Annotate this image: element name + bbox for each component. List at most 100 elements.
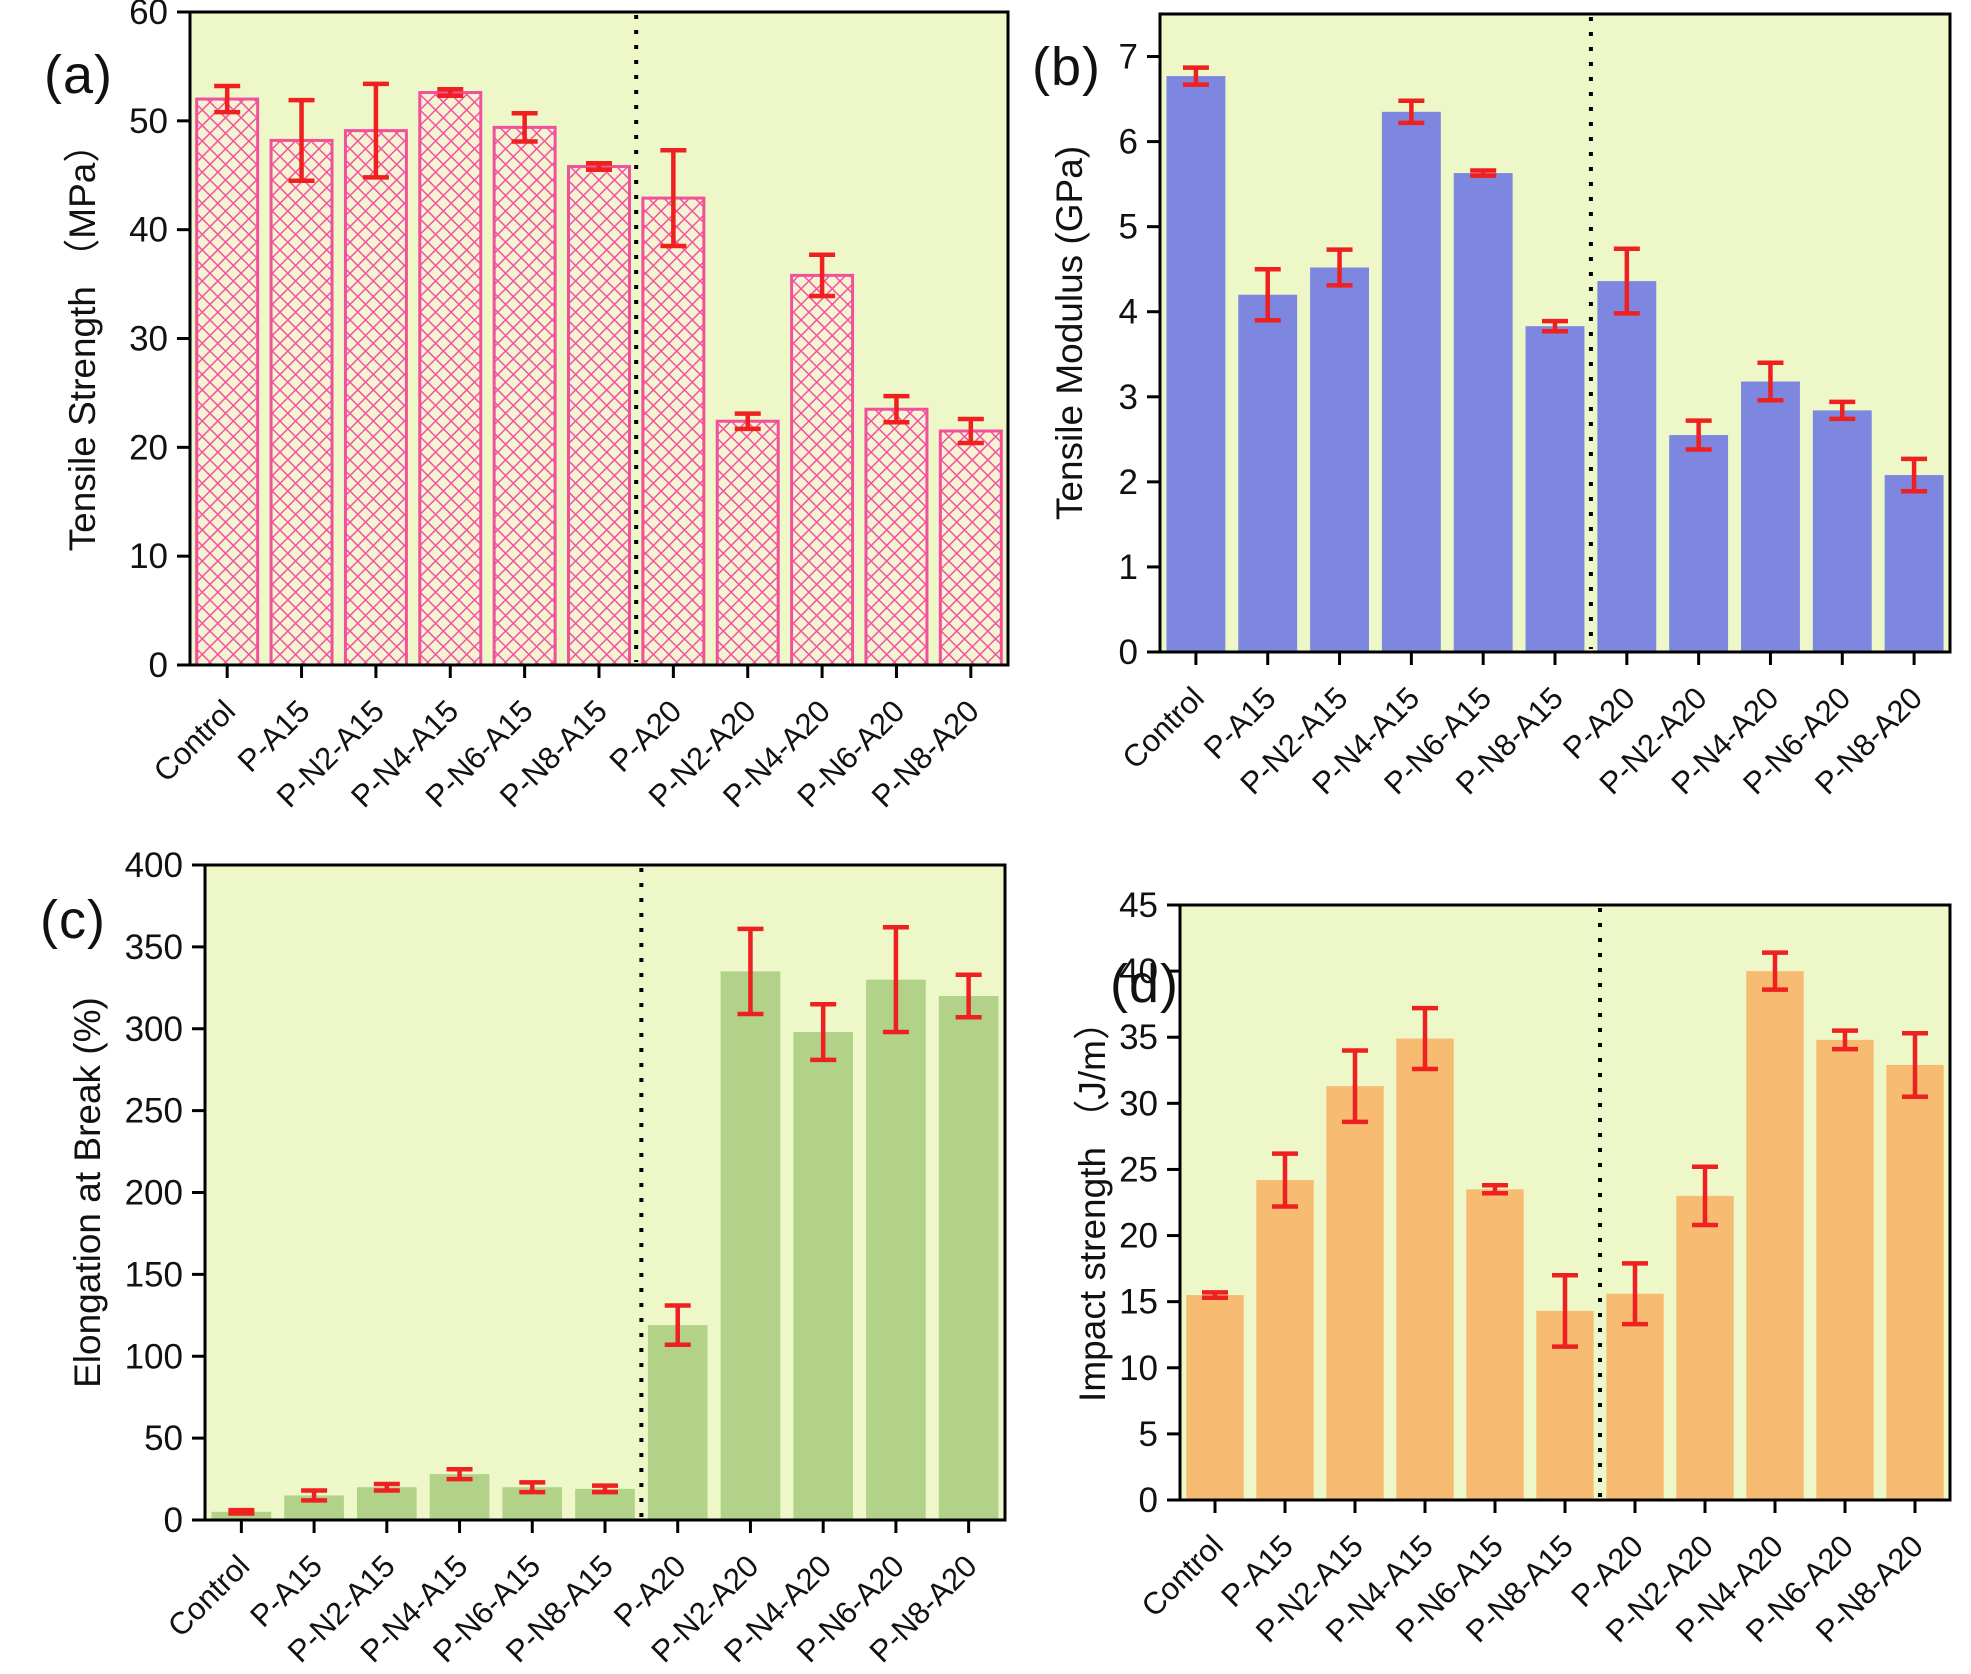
bar-P-N4-A20 [1741, 381, 1800, 652]
bar-P-N2-A20 [1676, 1195, 1734, 1500]
error-bar-P-N4-A20 [1757, 360, 1784, 403]
error-bar-P-A15 [288, 97, 315, 183]
error-bar-P-N8-A20 [957, 416, 984, 446]
error-bar-P-N2-A20 [1685, 418, 1712, 452]
error-bar-Control [228, 1507, 255, 1516]
error-bar-P-N4-A15 [1398, 98, 1425, 126]
error-bar-P-N8-A15 [592, 1483, 618, 1495]
bar-P-N2-A20 [715, 419, 780, 667]
y-tick-label: 10 [129, 537, 168, 576]
y-tick-label: 350 [125, 928, 183, 967]
panel-c: 0 50 100 150 200 250 300 350 400 Control P-A15 P-N2… [0, 837, 1010, 1674]
chart-impact-strength: 051015202530354045ControlP-A15P-N2-A15P-… [1072, 886, 1952, 1649]
y-tick-label: 60 [129, 0, 168, 32]
y-tick-label: 50 [129, 102, 168, 141]
x-tick-label: Control [147, 693, 242, 788]
bar-P-N4-A15 [429, 1474, 490, 1520]
y-tick-label: 400 [125, 846, 183, 885]
y-tick-label: 45 [1119, 886, 1158, 925]
bar-P-A15 [269, 138, 334, 667]
bar-P-N6-A20 [1816, 1039, 1874, 1500]
y-tick-label: 250 [125, 1092, 183, 1131]
error-bar-P-N8-A15 [1552, 1272, 1578, 1349]
y-tick-label: 5 [1139, 1415, 1158, 1454]
y-tick-label: 0 [164, 1501, 183, 1540]
y-tick-label: 30 [129, 320, 168, 359]
y-tick-label: 300 [125, 1010, 183, 1049]
error-bar-P-N6-A15 [1482, 1183, 1508, 1196]
bar-P-N8-A20 [938, 429, 1003, 667]
bar-Control [211, 1511, 272, 1520]
error-bar-Control [1182, 65, 1209, 87]
y-tick-label: 7 [1119, 38, 1138, 77]
bar-P-N2-A15 [1310, 267, 1369, 652]
bar-P-A20 [641, 196, 706, 667]
bar-P-N6-A15 [1466, 1189, 1524, 1500]
y-tick-label: 0 [1139, 1481, 1158, 1520]
bar-P-N4-A15 [418, 91, 483, 667]
bar-P-N2-A15 [1326, 1086, 1384, 1500]
error-bar-P-N4-A15 [437, 87, 464, 99]
error-bar-P-N2-A15 [1326, 247, 1353, 288]
chart-tensile-strength: 0102030405060ControlP-A15P-N2-A15P-N4-A1… [62, 0, 1010, 814]
chart-elongation-at-break: 050100150200250300350400ControlP-A15P-N2… [67, 846, 1007, 1669]
error-bar-P-N8-A15 [586, 161, 612, 173]
y-tick-label: 200 [125, 1174, 183, 1213]
bar-P-N6-A15 [492, 125, 557, 667]
y-tick-label: 30 [1119, 1084, 1158, 1123]
y-tick-label: 5 [1119, 208, 1138, 247]
bar-P-N8-A15 [1525, 326, 1585, 652]
error-bar-P-N6-A15 [1470, 168, 1497, 178]
y-tick-label: 50 [144, 1419, 183, 1458]
y-tick-label: 40 [129, 211, 168, 250]
bar-P-N6-A15 [1453, 173, 1513, 653]
bar-P-N4-A20 [793, 1032, 853, 1520]
panel-letter-d: (d) [1110, 954, 1179, 1014]
panel-letter-b: (b) [1032, 37, 1101, 97]
x-tick-label: Control [1115, 680, 1210, 775]
bar-Control [1166, 76, 1226, 653]
y-tick-label: 6 [1119, 123, 1138, 162]
error-bar-P-N6-A20 [1832, 1028, 1858, 1052]
error-bar-P-N2-A20 [734, 411, 761, 432]
bar-P-N4-A15 [1396, 1038, 1454, 1500]
y-axis-title: Tensile Modulus (GPa) [1049, 146, 1090, 520]
bar-P-N8-A20 [1886, 1064, 1944, 1500]
y-tick-label: 15 [1119, 1283, 1158, 1322]
bar-P-A20 [647, 1325, 708, 1520]
error-bar-Control [214, 83, 241, 115]
y-tick-label: 40 [1119, 952, 1158, 991]
bar-P-N4-A20 [1746, 971, 1804, 1500]
error-bar-P-N6-A15 [511, 110, 538, 144]
error-bar-P-N2-A20 [737, 926, 764, 1017]
error-bar-P-A15 [1254, 266, 1281, 323]
y-tick-label: 1 [1119, 548, 1138, 587]
error-bar-P-N4-A20 [809, 252, 836, 299]
error-bar-P-N6-A20 [882, 924, 909, 1035]
error-bar-P-N4-A20 [1762, 950, 1788, 992]
error-bar-P-N2-A15 [1342, 1048, 1368, 1125]
y-tick-label: 0 [149, 646, 168, 685]
panel-b: 0 1 2 3 4 5 6 7 Control P-A15 P-N2-A15 P-N4-A15 P-N6… [1010, 0, 1971, 837]
panel-d: 0 5 10 15 20 25 30 35 40 45 Control P-A15 P-N2-A15 P-… [1010, 837, 1971, 1674]
error-bar-P-N8-A20 [1902, 1031, 1928, 1099]
error-bar-P-A15 [301, 1488, 328, 1503]
bar-P-N8-A20 [1884, 475, 1944, 652]
bar-Control [195, 97, 260, 667]
error-bar-P-A20 [1613, 246, 1640, 316]
y-axis-title: Elongation at Break (%) [67, 997, 108, 1388]
bar-P-N2-A20 [1669, 435, 1729, 652]
panel-letter-c: (c) [40, 890, 106, 950]
bar-P-N6-A20 [1812, 410, 1872, 652]
error-bar-P-N8-A20 [1901, 456, 1928, 494]
bar-P-N2-A15 [343, 129, 408, 667]
error-bar-Control [1202, 1290, 1228, 1300]
bar-P-N8-A20 [938, 996, 999, 1520]
bar-P-A15 [1238, 294, 1298, 652]
error-bar-P-N2-A20 [1692, 1164, 1718, 1228]
bar-P-N2-A20 [720, 971, 781, 1520]
error-bar-P-N8-A15 [1542, 318, 1568, 334]
error-bar-P-N4-A15 [446, 1466, 473, 1482]
error-bar-P-N4-A15 [1412, 1005, 1438, 1072]
